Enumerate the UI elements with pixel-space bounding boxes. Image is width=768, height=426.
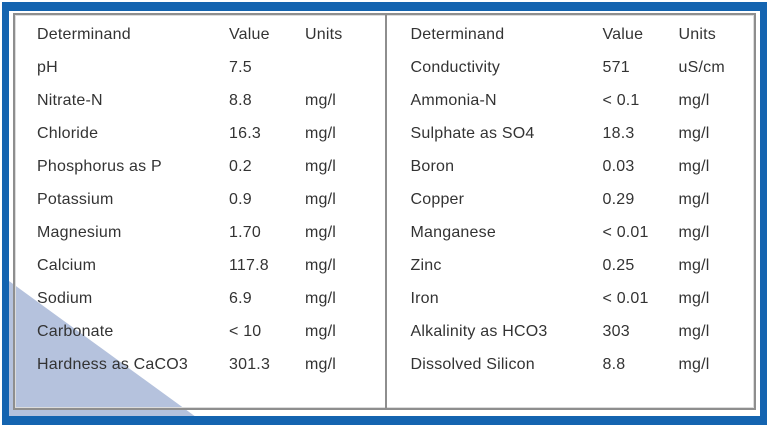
table-row: Hardness as CaCO3 301.3 mg/l [15, 348, 385, 381]
determinand-cell: Magnesium [37, 223, 122, 241]
value-cell: 18.3 [602, 124, 635, 142]
units-cell: mg/l [305, 157, 337, 175]
value-cell: 0.2 [229, 157, 252, 175]
determinand-cell: Dissolved Silicon [410, 355, 535, 373]
value-cell: 6.9 [229, 289, 252, 307]
determinand-cell: Chloride [37, 124, 99, 142]
units-cell: mg/l [678, 91, 710, 109]
table-row: Sulphate as SO4 18.3 mg/l [387, 117, 755, 150]
value-cell: < 0.01 [602, 223, 649, 241]
table-row: pH 7.5 [15, 51, 385, 84]
determinand-cell: Potassium [37, 190, 114, 208]
water-quality-table: Determinand Value Units pH 7.5 Nitrate-N… [13, 13, 756, 410]
determinand-cell: pH [37, 58, 58, 76]
value-cell: < 0.1 [602, 91, 640, 109]
value-cell: 7.5 [229, 58, 252, 76]
units-cell: mg/l [678, 289, 710, 307]
table-row: Phosphorus as P 0.2 mg/l [15, 150, 385, 183]
table-row: Manganese < 0.01 mg/l [387, 216, 755, 249]
determinand-cell: Zinc [410, 256, 442, 274]
table-row: Zinc 0.25 mg/l [387, 249, 755, 282]
units-cell: mg/l [305, 256, 337, 274]
header-units: Units [305, 25, 343, 43]
value-cell: 0.03 [602, 157, 635, 175]
units-cell: mg/l [678, 190, 710, 208]
determinand-cell: Nitrate-N [37, 91, 103, 109]
value-cell: 117.8 [229, 256, 269, 274]
units-cell: mg/l [678, 322, 710, 340]
units-cell: mg/l [305, 91, 337, 109]
determinand-cell: Alkalinity as HCO3 [410, 322, 548, 340]
determinand-cell: Manganese [410, 223, 496, 241]
determinand-cell: Phosphorus as P [37, 157, 162, 175]
table-row: Boron 0.03 mg/l [387, 150, 755, 183]
determinand-cell: Hardness as CaCO3 [37, 355, 189, 373]
table-section-left: Determinand Value Units pH 7.5 Nitrate-N… [15, 15, 385, 408]
table-row: Dissolved Silicon 8.8 mg/l [387, 348, 755, 381]
units-cell: mg/l [305, 223, 337, 241]
value-cell: 16.3 [229, 124, 261, 142]
units-cell: mg/l [678, 256, 710, 274]
units-cell: mg/l [678, 223, 710, 241]
table-row: Magnesium 1.70 mg/l [15, 216, 385, 249]
units-cell: mg/l [305, 190, 337, 208]
value-cell: 8.8 [602, 355, 626, 373]
header-determinand: Determinand [37, 25, 131, 43]
table-row: Alkalinity as HCO3 303 mg/l [387, 315, 755, 348]
determinand-cell: Sulphate as SO4 [410, 124, 535, 142]
table-row: Carbonate < 10 mg/l [15, 315, 385, 348]
header-units: Units [678, 25, 716, 43]
value-cell: 571 [602, 58, 630, 76]
units-cell: mg/l [678, 355, 710, 373]
value-cell: 8.8 [229, 91, 252, 109]
determinand-cell: Iron [410, 289, 439, 307]
units-cell: mg/l [305, 124, 337, 142]
determinand-cell: Boron [410, 157, 455, 175]
value-cell: < 0.01 [602, 289, 649, 307]
table-row: Sodium 6.9 mg/l [15, 282, 385, 315]
value-cell: 301.3 [229, 355, 271, 373]
units-cell: mg/l [305, 289, 337, 307]
determinand-cell: Carbonate [37, 322, 114, 340]
table-row: Chloride 16.3 mg/l [15, 117, 385, 150]
table-header-row: Determinand Value Units [387, 18, 755, 51]
table-row: Calcium 117.8 mg/l [15, 249, 385, 282]
value-cell: 0.9 [229, 190, 252, 208]
table-row: Iron < 0.01 mg/l [387, 282, 755, 315]
value-cell: < 10 [229, 322, 262, 340]
determinand-cell: Conductivity [410, 58, 501, 76]
header-determinand: Determinand [410, 25, 505, 43]
header-value: Value [602, 25, 644, 43]
header-value: Value [229, 25, 270, 43]
units-cell: mg/l [305, 322, 337, 340]
units-cell: uS/cm [678, 58, 725, 76]
table-row: Ammonia-N < 0.1 mg/l [387, 84, 755, 117]
value-cell: 1.70 [229, 223, 261, 241]
table-row: Nitrate-N 8.8 mg/l [15, 84, 385, 117]
determinand-cell: Calcium [37, 256, 97, 274]
determinand-cell: Copper [410, 190, 465, 208]
table-row: Copper 0.29 mg/l [387, 183, 755, 216]
units-cell: mg/l [305, 355, 337, 373]
determinand-cell: Ammonia-N [410, 91, 497, 109]
table-row: Potassium 0.9 mg/l [15, 183, 385, 216]
units-cell: mg/l [678, 157, 710, 175]
value-cell: 0.25 [602, 256, 635, 274]
table-section-right: Determinand Value Units Conductivity 571… [384, 15, 755, 408]
value-cell: 0.29 [602, 190, 635, 208]
table-header-row: Determinand Value Units [15, 18, 385, 51]
units-cell: mg/l [678, 124, 710, 142]
value-cell: 303 [602, 322, 630, 340]
determinand-cell: Sodium [37, 289, 93, 307]
table-row: Conductivity 571 uS/cm [387, 51, 755, 84]
